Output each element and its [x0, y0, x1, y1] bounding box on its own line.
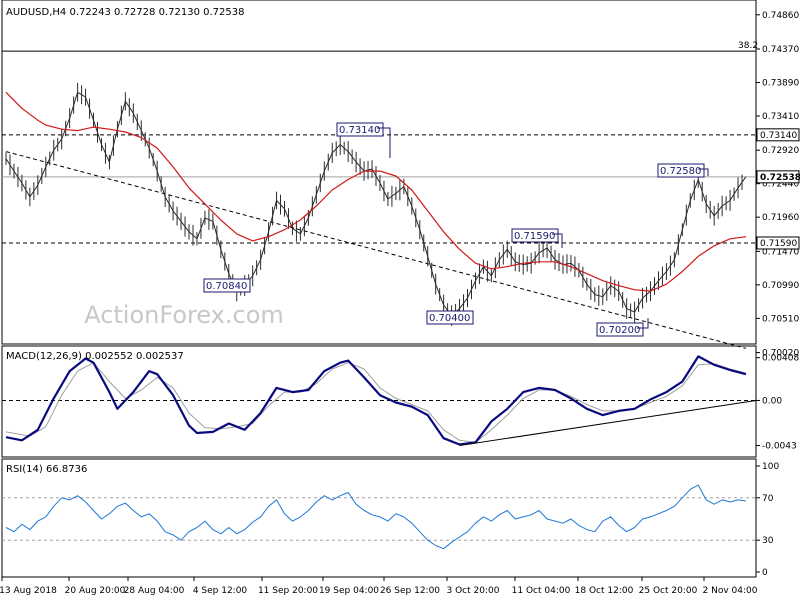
price-y-tick-label: 0.74370	[762, 45, 799, 55]
swing-label: 0.70200	[599, 325, 640, 336]
x-tick-label: 2 Nov 04:00	[703, 586, 758, 596]
level-price-tag: 0.73140	[760, 131, 797, 141]
level-price-tag-box	[756, 236, 800, 250]
swing-label-box	[657, 163, 705, 178]
swing-label: 0.73140	[339, 125, 380, 136]
price-trendline	[5, 151, 747, 349]
macd-trendline	[459, 399, 757, 447]
x-tick-label: 13 Aug 2018	[0, 586, 57, 596]
current-price-tag-box	[756, 170, 800, 184]
rsi-line	[5, 484, 747, 550]
swing-connector	[698, 168, 709, 176]
macd-panel-frame	[1, 345, 757, 458]
rsi-y-tick-label: 0	[762, 568, 768, 578]
macd-panel-title: MACD(12,26,9) 0.002552 0.002537	[6, 351, 184, 362]
swing-connector	[377, 127, 391, 158]
level-price-tag: 0.71590	[760, 239, 797, 249]
price-y-tick-label: 0.72440	[762, 180, 799, 190]
rsi-y-tick-label: 70	[762, 494, 774, 504]
level-price-tag-box	[756, 128, 800, 142]
x-tick-label: 4 Sep 12:00	[193, 586, 248, 596]
swing-label: 0.71590	[514, 231, 555, 242]
macd-y-tick-label: -0.0043	[762, 442, 797, 452]
price-layer: 38.2 0.70840 0.73140 0.70400 0.71590 0.70200 0…	[2, 11, 800, 359]
swing-connector	[552, 233, 563, 248]
macd-line	[5, 355, 747, 446]
x-tick-label: 11 Sep 20:00	[258, 586, 318, 596]
swing-label-box	[203, 278, 251, 293]
x-tick-label: 25 Oct 20:00	[639, 586, 698, 596]
x-tick-label: 28 Aug 04:00	[124, 586, 185, 596]
rsi-y-tick-label: 100	[762, 462, 779, 472]
macd-y-tick-label: 0.00408	[762, 354, 799, 364]
price-panel-frame	[1, 0, 757, 345]
price-y-tick-label: 0.70020	[762, 349, 799, 359]
price-series-line	[5, 91, 747, 317]
price-y-tick-label: 0.74860	[762, 11, 799, 21]
price-y-tick-label: 0.71960	[762, 213, 799, 223]
macd-layer: 0.00408 0.00 -0.0043	[2, 354, 799, 452]
rsi-layer: 100 70 30 0	[2, 462, 779, 578]
swing-label-box	[511, 228, 559, 243]
swing-label: 0.70400	[429, 313, 470, 324]
moving-average-line	[5, 91, 747, 292]
swing-label-box	[596, 322, 644, 337]
rsi-y-tick-label: 30	[762, 536, 774, 546]
swing-label: 0.72580	[660, 166, 701, 177]
price-y-tick-label: 0.73890	[762, 78, 799, 88]
swing-label-box	[336, 122, 384, 137]
price-y-tick-label: 0.72920	[762, 146, 799, 156]
price-y-tick-label: 0.73410	[762, 112, 799, 122]
rsi-panel-title: RSI(14) 66.8736	[6, 464, 87, 475]
swing-label: 0.70840	[206, 281, 247, 292]
price-panel-title: AUDUSD,H4 0.72243 0.72728 0.72130 0.7253…	[6, 7, 244, 18]
watermark: ActionForex.com	[84, 301, 284, 329]
swing-label-box	[426, 310, 474, 325]
x-tick-label: 20 Aug 20:00	[65, 586, 126, 596]
price-y-tick-label: 0.70990	[762, 281, 799, 291]
swing-connector	[637, 318, 649, 329]
price-y-tick-label: 0.70510	[762, 314, 799, 324]
fib-level-label: 38.2	[738, 41, 758, 51]
x-tick-label: 19 Sep 04:00	[319, 586, 379, 596]
x-tick-label: 11 Oct 04:00	[512, 586, 571, 596]
rsi-panel-frame	[1, 458, 757, 578]
x-tick-label: 26 Sep 12:00	[380, 586, 440, 596]
x-tick-label: 18 Oct 12:00	[575, 586, 634, 596]
macd-y-tick-label: 0.00	[762, 396, 782, 406]
x-tick-label: 3 Oct 20:00	[447, 586, 500, 596]
price-y-tick-label: 0.71470	[762, 247, 799, 257]
current-price-tag: 0.72538	[760, 173, 800, 183]
